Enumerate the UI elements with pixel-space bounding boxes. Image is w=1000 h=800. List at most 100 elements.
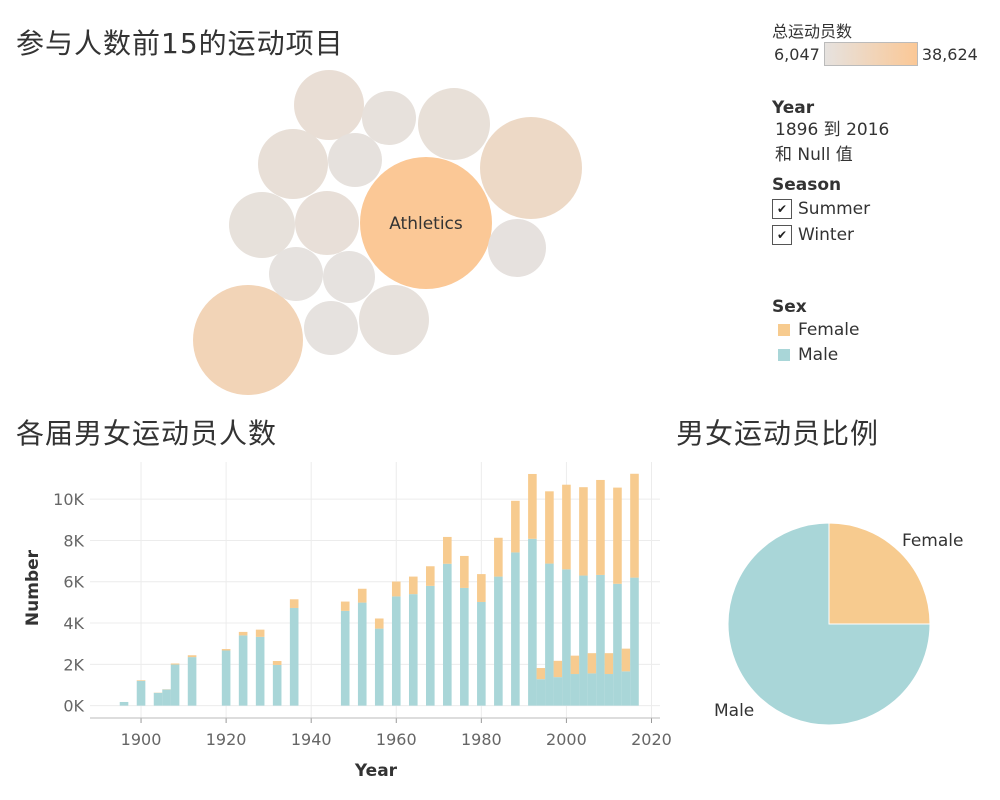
bar-male-2004[interactable] xyxy=(579,575,588,706)
bar-male-2008[interactable] xyxy=(596,574,605,706)
bubble-athletics[interactable] xyxy=(360,157,492,289)
pie-slice-female[interactable] xyxy=(828,522,931,625)
bar-male-1912[interactable] xyxy=(187,657,197,706)
bar-male-1904[interactable] xyxy=(153,692,163,706)
bubble-sport-8[interactable] xyxy=(295,191,359,255)
bar-female-1936[interactable] xyxy=(289,599,299,608)
winter-checkbox[interactable]: ✔ xyxy=(772,225,792,245)
bar-male-1972[interactable] xyxy=(443,563,452,706)
bar-female-2010[interactable] xyxy=(604,653,614,675)
bar-male-1980[interactable] xyxy=(477,601,486,706)
bar-male-1994[interactable] xyxy=(536,679,546,706)
bubble-sport-3[interactable] xyxy=(480,117,582,219)
bar-female-1992[interactable] xyxy=(528,473,537,539)
bar-female-1948[interactable] xyxy=(340,601,350,611)
bar-male-1988[interactable] xyxy=(511,552,520,706)
bar-male-1908[interactable] xyxy=(170,664,180,706)
bar-male-2012[interactable] xyxy=(613,583,622,706)
bar-male-1976[interactable] xyxy=(460,587,469,706)
bar-male-1920[interactable] xyxy=(221,650,231,706)
legend-item-female[interactable]: Female xyxy=(772,317,859,342)
bar-male-1932[interactable] xyxy=(272,664,282,706)
bar-female-1988[interactable] xyxy=(511,500,520,553)
bar-chart-title: 各届男女运动员人数 xyxy=(16,417,278,450)
bar-male-1906[interactable] xyxy=(162,689,171,706)
bar-female-2004[interactable] xyxy=(579,487,588,576)
bar-female-1972[interactable] xyxy=(443,536,452,564)
bar-female-1920[interactable] xyxy=(221,649,231,651)
bubble-sport-9[interactable] xyxy=(359,285,429,355)
bubble-sport-4[interactable] xyxy=(294,70,364,140)
legend-item-male[interactable]: Male xyxy=(772,342,859,367)
male-swatch xyxy=(778,348,790,361)
bar-male-1992[interactable] xyxy=(528,538,537,706)
bubble-sport-7[interactable] xyxy=(229,192,295,258)
bar-female-2012[interactable] xyxy=(613,487,622,584)
bar-female-1912[interactable] xyxy=(187,655,197,658)
color-legend: 6,047 38,624 xyxy=(774,42,978,66)
bar-female-1998[interactable] xyxy=(553,660,563,678)
bar-female-1924[interactable] xyxy=(238,631,248,636)
bar-female-1900[interactable] xyxy=(136,680,146,681)
bar-female-1980[interactable] xyxy=(477,574,486,602)
bar-male-1936[interactable] xyxy=(289,607,299,706)
bar-female-1994[interactable] xyxy=(536,668,546,680)
bubble-sport-15[interactable] xyxy=(304,301,358,355)
bar-female-2002[interactable] xyxy=(570,655,580,675)
bar-female-2006[interactable] xyxy=(587,653,597,674)
color-legend-title: 总运动员数 xyxy=(772,22,853,41)
summer-checkbox[interactable]: ✔ xyxy=(772,199,792,219)
bar-female-1976[interactable] xyxy=(460,555,469,588)
bar-female-2008[interactable] xyxy=(596,479,605,575)
bar-male-2002[interactable] xyxy=(570,674,580,706)
year-filter[interactable]: Year 1896 到 2016 和 Null 值 xyxy=(772,98,889,168)
bar-male-1896[interactable] xyxy=(119,701,129,706)
bar-female-2016[interactable] xyxy=(630,473,639,578)
bubble-sport-12[interactable] xyxy=(488,219,546,277)
bar-female-1908[interactable] xyxy=(170,663,180,665)
bar-male-2016[interactable] xyxy=(630,577,639,706)
season-option-winter[interactable]: ✔ Winter xyxy=(772,223,870,247)
bar-male-1998[interactable] xyxy=(553,677,563,706)
bar-male-1956[interactable] xyxy=(374,628,384,706)
bubble-sport-5[interactable] xyxy=(418,88,490,160)
color-legend-min: 6,047 xyxy=(774,44,820,64)
season-option-summer[interactable]: ✔ Summer xyxy=(772,197,870,221)
bubble-sport-2[interactable] xyxy=(193,285,303,395)
bar-female-1984[interactable] xyxy=(494,537,503,577)
bar-male-2010[interactable] xyxy=(604,674,614,706)
bubble-sport-14[interactable] xyxy=(323,251,375,303)
bar-male-1924[interactable] xyxy=(238,635,248,706)
bar-male-1984[interactable] xyxy=(494,576,503,706)
bar-female-2000[interactable] xyxy=(562,484,571,570)
bar-male-1960[interactable] xyxy=(391,596,401,706)
bar-female-1952[interactable] xyxy=(357,588,367,603)
bar-male-1964[interactable] xyxy=(408,594,418,706)
bar-chart: 0K 2K 4K 6K 8K 10K 1900 1920 1940 1960 1980 2000 202… xyxy=(23,462,672,781)
bar-male-1948[interactable] xyxy=(340,610,350,706)
bar-male-1968[interactable] xyxy=(425,585,435,706)
bubble-chart: Athletics xyxy=(193,70,582,395)
bar-male-1952[interactable] xyxy=(357,602,367,706)
bar-male-2014[interactable] xyxy=(621,671,631,706)
bar-male-1900[interactable] xyxy=(136,680,146,706)
bar-male-1928[interactable] xyxy=(255,636,265,706)
bar-female-2014[interactable] xyxy=(621,648,631,672)
bar-female-1928[interactable] xyxy=(255,629,265,637)
bar-male-2006[interactable] xyxy=(587,673,597,706)
bar-female-1996[interactable] xyxy=(545,491,554,564)
bar-male-2000[interactable] xyxy=(562,569,571,706)
bar-female-1968[interactable] xyxy=(425,566,435,586)
bar-female-1964[interactable] xyxy=(408,576,418,595)
bubble-sport-11[interactable] xyxy=(328,133,382,187)
bubble-sport-10[interactable] xyxy=(362,91,416,145)
bar-male-1996[interactable] xyxy=(545,563,554,706)
bar-female-1932[interactable] xyxy=(272,661,282,665)
bubble-sport-6[interactable] xyxy=(258,129,328,199)
pie-slice-male[interactable] xyxy=(727,522,931,726)
bar-female-1960[interactable] xyxy=(391,581,401,597)
bar-female-1956[interactable] xyxy=(374,618,384,629)
summer-label: Summer xyxy=(798,199,871,219)
bubble-sport-13[interactable] xyxy=(269,247,323,301)
